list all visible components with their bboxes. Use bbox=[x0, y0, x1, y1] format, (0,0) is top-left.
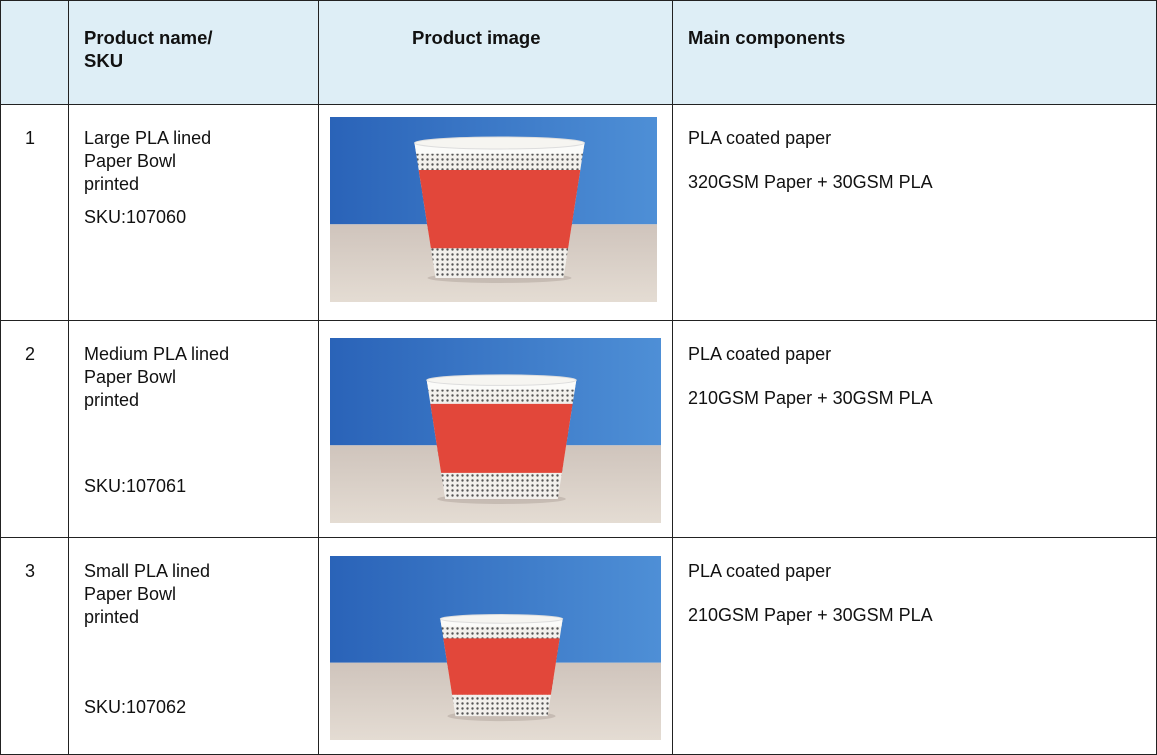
product-photo bbox=[330, 117, 657, 302]
product-name: Medium PLA lined Paper Bowl printed bbox=[84, 344, 230, 410]
component: 320GSM Paper + 30GSM PLA bbox=[688, 172, 933, 192]
component: PLA coated paper bbox=[688, 561, 832, 581]
product-sku: SKU:107062 bbox=[84, 697, 187, 717]
border bbox=[0, 0, 1, 755]
component: 210GSM Paper + 30GSM PLA bbox=[688, 605, 933, 625]
border bbox=[318, 0, 319, 755]
border bbox=[0, 104, 1157, 105]
product-photo bbox=[330, 556, 661, 740]
row-number: 2 bbox=[25, 344, 36, 364]
border bbox=[0, 537, 1157, 538]
header-row bbox=[0, 0, 1157, 104]
component: PLA coated paper bbox=[688, 344, 832, 364]
product-sku: SKU:107061 bbox=[84, 476, 187, 496]
header-cell: Main components bbox=[688, 27, 846, 48]
border bbox=[68, 0, 69, 755]
component: 210GSM Paper + 30GSM PLA bbox=[688, 388, 933, 408]
row-number: 1 bbox=[25, 128, 36, 148]
product-name: Small PLA lined Paper Bowl printed bbox=[84, 561, 211, 627]
border bbox=[0, 320, 1157, 321]
border bbox=[672, 0, 673, 755]
product-photo bbox=[330, 338, 661, 523]
product-name: Large PLA lined Paper Bowl printed bbox=[84, 128, 212, 194]
row-number: 3 bbox=[25, 561, 36, 581]
component: PLA coated paper bbox=[688, 128, 832, 148]
border bbox=[0, 0, 1157, 1]
product-sku: SKU:107060 bbox=[84, 207, 187, 227]
header-cell: Product name/ SKU bbox=[84, 27, 213, 71]
header-cell: Product image bbox=[412, 27, 541, 48]
